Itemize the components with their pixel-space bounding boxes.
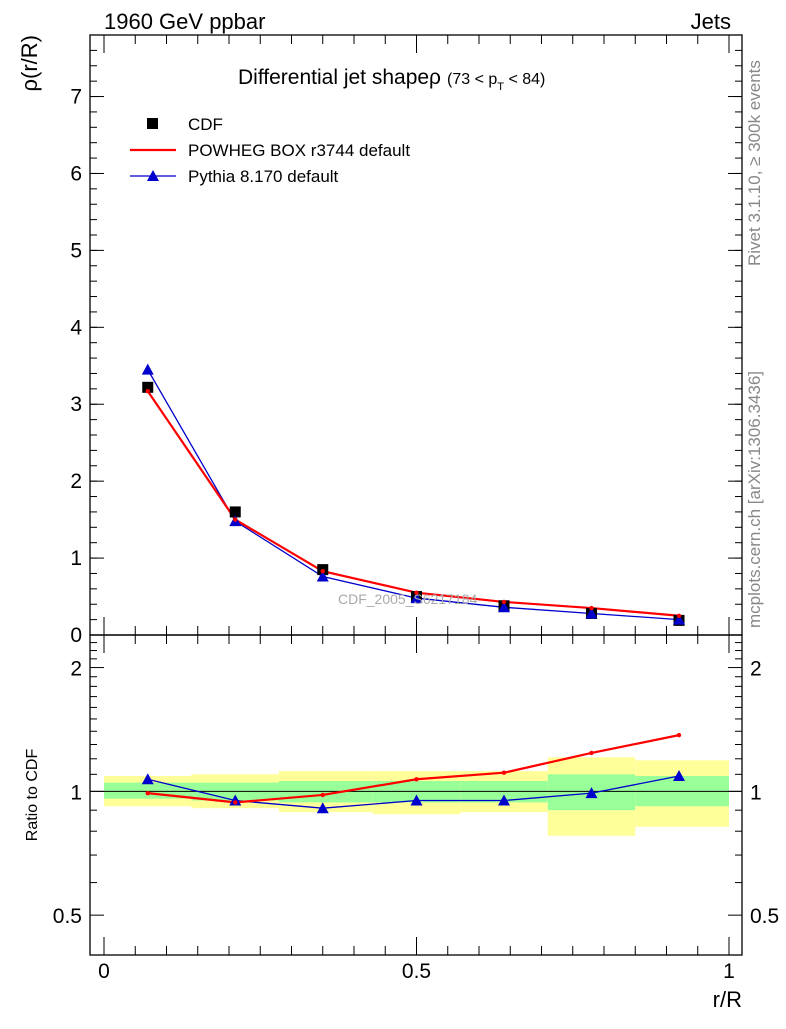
pythia-point: [410, 592, 423, 604]
upper-plot-area: 0 1 2 3 4 5 6 7 CDF_2005_S6217184 ρ(r/R) Differ…: [17, 34, 743, 647]
chart-title-subscript: T: [497, 81, 504, 93]
pythia-ratio-point: [673, 769, 685, 781]
cdf-point: [142, 381, 154, 393]
legend-cdf-label: CDF: [188, 115, 223, 134]
pythia-ratio-point: [316, 802, 329, 814]
pythia-ratio-point: [498, 794, 510, 806]
chart-title: Differential jet shapeρ (73 < pT < 84): [238, 66, 545, 93]
lower-series: [141, 732, 685, 814]
upper-y-tick-label: 2: [70, 470, 82, 493]
pythia-point: [498, 601, 510, 613]
side-label-mcplots: mcplots.cern.ch [arXiv:1306.3436]: [745, 371, 764, 628]
upper-y-tick-label: 4: [70, 316, 82, 339]
upper-y-tick-label: 3: [70, 393, 82, 416]
legend-cdf-marker: [147, 118, 158, 129]
lower-y-tick-label: 1: [70, 781, 82, 804]
powheg-ratio-point: [676, 732, 682, 738]
pythia-ratio-point: [141, 773, 154, 785]
lower-y-tick-label-right: 1: [750, 781, 762, 804]
x-tick-label: 0: [98, 960, 110, 983]
powheg-point: [233, 517, 238, 522]
x-tick-label: 1: [723, 960, 735, 983]
chart-title-range-end: < 84): [504, 71, 545, 88]
lower-y-tick-label-right: 0.5: [750, 905, 779, 928]
pythia-point: [316, 570, 329, 582]
x-tick-label: 0.5: [402, 960, 431, 983]
lower-y-tick-label: 0.5: [53, 905, 82, 928]
legend-powheg-label: POWHEG BOX r3744 default: [188, 141, 410, 160]
lower-ylabel: Ratio to CDF: [24, 749, 41, 842]
pythia-line: [147, 369, 680, 621]
chart-title-range: (73 < p: [447, 71, 497, 88]
header-right: Jets: [691, 9, 731, 34]
legend: CDF POWHEG BOX r3744 default Pythia 8.17…: [130, 115, 410, 186]
pythia-ratio-point: [410, 794, 423, 806]
powheg-ratio-point: [233, 800, 238, 805]
powheg-point: [320, 568, 325, 574]
upper-y-tick-label: 1: [70, 547, 82, 570]
powheg-point: [414, 590, 419, 595]
header-left: 1960 GeV ppbar: [104, 9, 265, 34]
powheg-ratio-point: [414, 777, 419, 782]
pythia-ratio-point: [585, 787, 598, 799]
powheg-ratio-point: [589, 750, 594, 756]
upper-ticks: 0 1 2 3 4 5 6 7: [70, 34, 742, 647]
watermark: CDF_2005_S6217184: [338, 591, 478, 607]
powheg-point: [145, 388, 150, 394]
upper-series: [141, 363, 685, 626]
upper-y-tick-label: 7: [70, 86, 82, 109]
cdf-point: [229, 506, 241, 518]
powheg-line: [146, 390, 680, 617]
powheg-ratio-point: [145, 790, 150, 796]
chart-title-main: Differential jet shapeρ: [238, 66, 441, 89]
powheg-point: [501, 599, 507, 605]
side-label-rivet: Rivet 3.1.10, ≥ 300k events: [745, 60, 764, 266]
lower-plot-area: 0.5 0.5 1 1 2 2 0 0.5 1 Ratio to CDF r/R: [24, 634, 779, 1012]
upper-y-tick-label: 5: [70, 239, 82, 262]
lower-y-tick-label: 2: [70, 658, 82, 681]
powheg-point: [589, 605, 594, 611]
pythia-point: [673, 613, 685, 625]
lower-y-tick-label-right: 2: [750, 658, 762, 681]
upper-ylabel: ρ(r/R): [17, 35, 42, 92]
pythia-point: [585, 607, 598, 619]
pythia-ratio-point: [229, 794, 242, 806]
upper-y-tick-label: 6: [70, 162, 82, 185]
powheg-ratio-point: [320, 792, 325, 798]
legend-pythia-marker: [147, 170, 159, 181]
upper-y-tick-label: 0: [70, 624, 82, 647]
x-axis-label: r/R: [713, 987, 742, 1012]
powheg-ratio-point: [501, 770, 507, 775]
powheg-point: [676, 613, 682, 618]
pythia-point: [141, 363, 154, 375]
legend-pythia-label: Pythia 8.170 default: [188, 167, 339, 186]
